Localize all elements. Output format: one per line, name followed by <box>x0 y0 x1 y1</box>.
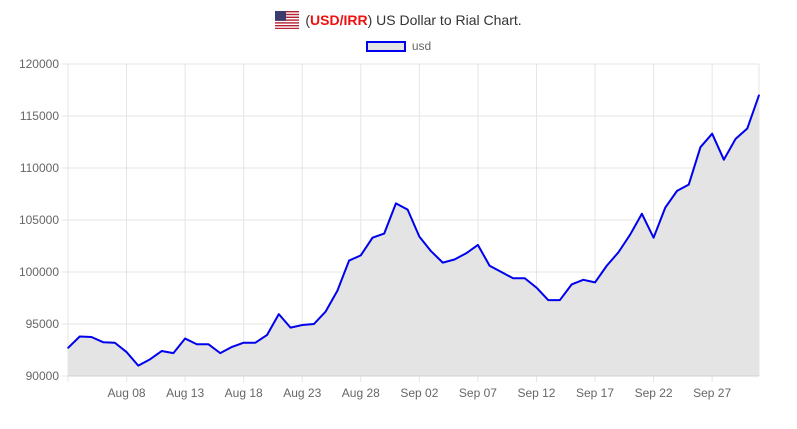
data-point <box>383 232 386 235</box>
x-tick-label: Sep 02 <box>400 386 438 400</box>
data-point <box>711 132 713 135</box>
data-point <box>114 341 116 344</box>
data-point <box>348 259 350 262</box>
data-point <box>196 343 198 346</box>
data-point <box>441 261 444 264</box>
data-point <box>336 289 339 292</box>
data-point <box>699 146 702 148</box>
legend-swatch <box>365 40 406 52</box>
data-point <box>231 346 233 348</box>
data-point <box>559 299 561 301</box>
y-tick-label: 115000 <box>20 109 59 123</box>
x-tick-label: Aug 18 <box>225 386 263 400</box>
data-point <box>313 323 315 325</box>
y-tick-label: 95000 <box>26 317 60 331</box>
data-point <box>605 264 608 267</box>
data-point <box>207 343 210 346</box>
data-point <box>723 158 725 161</box>
chart-title: (USD/IRR) US Dollar to Rial Chart. <box>0 11 797 33</box>
data-point <box>242 341 245 344</box>
data-point <box>512 277 514 280</box>
data-point <box>324 310 327 313</box>
data-point <box>687 183 690 186</box>
data-point <box>664 206 667 209</box>
x-tick-label: Aug 23 <box>283 386 321 400</box>
y-tick-label: 90000 <box>26 369 60 383</box>
data-point <box>535 286 538 289</box>
data-point <box>430 250 432 252</box>
data-point <box>102 341 104 344</box>
data-point <box>184 337 186 340</box>
y-tick-label: 110000 <box>20 161 59 175</box>
data-point <box>289 326 292 329</box>
title-text: (USD/IRR) US Dollar to Rial Chart. <box>305 12 522 28</box>
x-tick-label: Sep 07 <box>459 386 497 400</box>
data-point <box>500 271 503 273</box>
x-tick-label: Aug 28 <box>342 386 380 400</box>
data-point <box>406 208 409 211</box>
data-point <box>278 313 280 315</box>
y-tick-label: 100000 <box>19 265 59 279</box>
data-point <box>395 202 397 205</box>
x-tick-label: Aug 08 <box>108 386 146 400</box>
data-point <box>453 258 456 261</box>
data-point <box>477 244 479 246</box>
data-point <box>266 334 268 336</box>
y-tick-label: 120000 <box>19 57 59 71</box>
data-point <box>758 94 760 96</box>
currency-pair: USD/IRR <box>310 12 368 28</box>
data-point <box>67 347 69 349</box>
y-tick-label: 105000 <box>19 213 59 227</box>
legend[interactable]: usd <box>0 39 797 53</box>
data-point <box>570 283 573 286</box>
x-tick-label: Sep 12 <box>517 386 555 400</box>
x-tick-label: Sep 27 <box>693 386 731 400</box>
data-point <box>547 299 549 301</box>
x-tick-label: Sep 17 <box>576 386 614 400</box>
data-point <box>617 251 620 254</box>
series-area-usd <box>68 95 759 376</box>
data-point <box>734 138 737 140</box>
data-point <box>523 277 526 280</box>
us-flag-icon <box>275 11 300 29</box>
data-point <box>137 364 140 367</box>
data-point <box>78 335 81 338</box>
data-point <box>488 264 491 267</box>
series-line-usd <box>67 94 760 367</box>
x-tick-label: Aug 13 <box>166 386 204 400</box>
data-point <box>359 254 362 257</box>
data-point <box>629 233 631 236</box>
data-point <box>371 236 374 239</box>
legend-label: usd <box>411 39 432 53</box>
data-point <box>641 212 643 215</box>
data-point <box>172 352 175 354</box>
x-tick-label: Sep 22 <box>635 386 673 400</box>
data-point <box>582 279 585 281</box>
data-point <box>149 358 151 361</box>
data-point <box>160 350 163 352</box>
data-point <box>219 352 222 354</box>
data-point <box>90 336 93 338</box>
data-point <box>301 324 304 326</box>
data-point <box>746 127 749 130</box>
data-point <box>465 252 468 255</box>
data-point <box>418 235 421 238</box>
data-point <box>676 190 678 192</box>
data-point <box>594 281 596 284</box>
data-point <box>254 341 257 344</box>
data-point <box>652 236 655 239</box>
data-point <box>125 351 128 353</box>
